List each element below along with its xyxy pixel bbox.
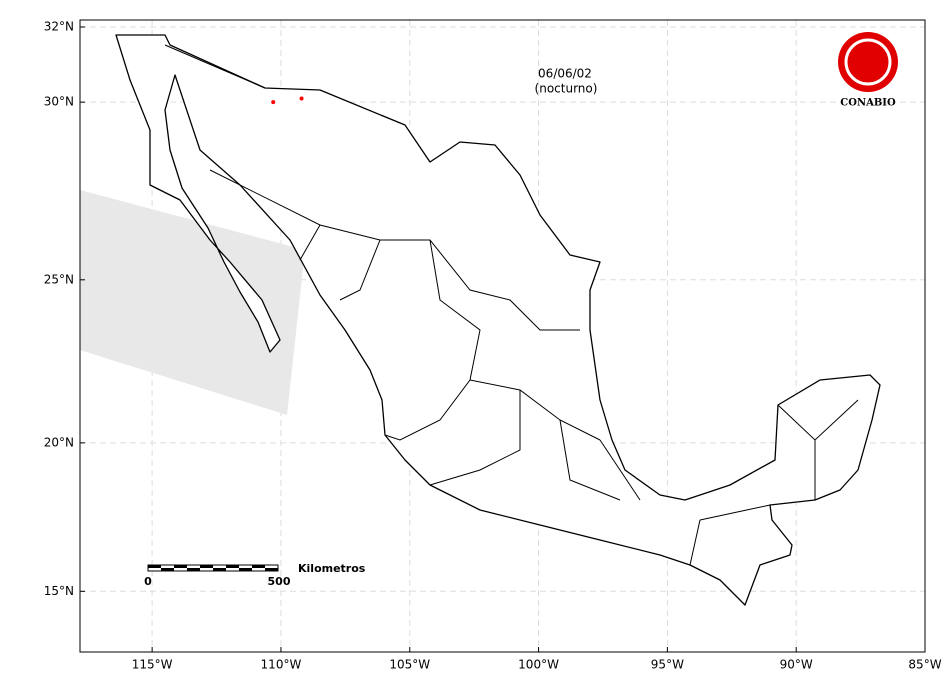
scale-bar-fill — [148, 565, 278, 571]
scale-bar-end: 500 — [268, 575, 291, 588]
scale-bar-start: 0 — [144, 575, 152, 588]
y-tick-label: 32°N — [44, 20, 74, 34]
logo-text: CONABIO — [840, 98, 896, 109]
logo: CONABIO — [838, 32, 898, 109]
scale-bar-title: Kilometros — [298, 562, 366, 575]
mexico-outline — [115, 34, 881, 606]
plot-frame — [79, 19, 926, 653]
scale-bar: Kilometros 0 500 — [144, 562, 366, 588]
x-tick-label: 115°W — [132, 658, 173, 672]
x-tick-label: 100°W — [518, 658, 559, 672]
x-tick-label: 90°W — [780, 658, 813, 672]
logo-ring — [844, 38, 892, 86]
hotspot — [271, 100, 276, 105]
state-borders — [164, 44, 859, 566]
x-tick-label: 95°W — [651, 658, 684, 672]
x-tick-label: 85°W — [908, 658, 941, 672]
x-tick-label: 110°W — [261, 658, 302, 672]
date-label: 06/06/02 — [538, 67, 592, 81]
y-tick-label: 30°N — [44, 95, 74, 109]
satellite-swath — [80, 190, 305, 415]
y-tick-label: 15°N — [44, 584, 74, 598]
y-tick-label: 25°N — [44, 272, 74, 286]
hotspot — [299, 96, 304, 101]
x-tick-label: 105°W — [389, 658, 430, 672]
y-tick-label: 20°N — [44, 435, 74, 449]
period-label: (nocturno) — [535, 82, 598, 96]
